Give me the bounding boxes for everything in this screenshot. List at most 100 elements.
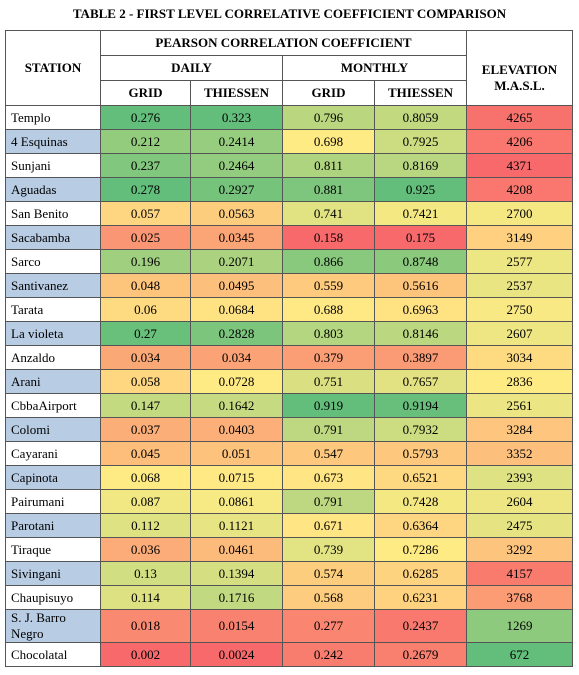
value-cell: 3768 [466,585,573,610]
value-cell: 0.2679 [374,642,467,667]
value-cell: 0.051 [190,441,283,466]
value-cell: 0.881 [282,177,375,202]
value-cell: 0.7428 [374,489,467,514]
value-cell: 0.791 [282,489,375,514]
value-cell: 0.547 [282,441,375,466]
value-cell: 0.6231 [374,585,467,610]
table-row: Tarata 0.06 0.0684 0.688 0.6963 2750 [5,297,573,322]
value-cell: 0.6285 [374,561,467,586]
table-row: CbbaAirport 0.147 0.1642 0.919 0.9194 2561 [5,393,573,418]
table-title: TABLE 2 - FIRST LEVEL CORRELATIVE COEFFI… [72,6,507,21]
station-cell: S. J. Barro Negro [5,609,101,643]
table-row: 4 Esquinas 0.212 0.2414 0.698 0.7925 4206 [5,129,573,154]
value-cell: 0.741 [282,201,375,226]
header-cell: GRID [100,80,191,106]
value-cell: 672 [466,642,573,667]
value-cell: 2475 [466,513,573,538]
table-body: Templo 0.276 0.323 0.796 0.8059 4265 4 Esquina… [5,105,573,667]
station-cell: Chaupisuyo [5,585,101,610]
station-cell: Pairumani [5,489,101,514]
value-cell: 0.114 [100,585,191,610]
value-cell: 0.791 [282,417,375,442]
value-cell: 3034 [466,345,573,370]
value-cell: 0.323 [190,105,283,130]
value-cell: 0.0563 [190,201,283,226]
station-cell: Tarata [5,297,101,322]
station-cell: Cayarani [5,441,101,466]
table-row: Chocolatal 0.002 0.0024 0.242 0.2679 672 [5,642,573,667]
value-cell: 0.7925 [374,129,467,154]
value-cell: 0.158 [282,225,375,250]
value-cell: 0.06 [100,297,191,322]
value-cell: 0.242 [282,642,375,667]
station-cell: Sivingani [5,561,101,586]
value-cell: 0.0345 [190,225,283,250]
table-row: Templo 0.276 0.323 0.796 0.8059 4265 [5,105,573,130]
value-cell: 0.0684 [190,297,283,322]
value-cell: 0.278 [100,177,191,202]
value-cell: 0.559 [282,273,375,298]
value-cell: 0.018 [100,609,191,643]
value-cell: 2607 [466,321,573,346]
value-cell: 0.5793 [374,441,467,466]
station-cell: Colomi [5,417,101,442]
value-cell: 0.8748 [374,249,467,274]
value-cell: 0.7286 [374,537,467,562]
value-cell: 0.739 [282,537,375,562]
header-cell: ELEVATION M.A.S.L. [466,30,573,106]
value-cell: 3284 [466,417,573,442]
value-cell: 0.8059 [374,105,467,130]
value-cell: 0.803 [282,321,375,346]
value-cell: 0.057 [100,201,191,226]
value-cell: 0.0461 [190,537,283,562]
value-cell: 0.2071 [190,249,283,274]
station-cell: 4 Esquinas [5,129,101,154]
table-row: S. J. Barro Negro 0.018 0.0154 0.277 0.2437 1… [5,609,573,643]
value-cell: 0.6521 [374,465,467,490]
station-cell: Capinota [5,465,101,490]
table-row: Colomi 0.037 0.0403 0.791 0.7932 3284 [5,417,573,442]
value-cell: 0.3897 [374,345,467,370]
station-cell: Anzaldo [5,345,101,370]
value-cell: 0.2414 [190,129,283,154]
value-cell: 0.2464 [190,153,283,178]
table-row: Aguadas 0.278 0.2927 0.881 0.925 4208 [5,177,573,202]
table-row: La violeta 0.27 0.2828 0.803 0.8146 2607 [5,321,573,346]
value-cell: 0.5616 [374,273,467,298]
table-row: Sarco 0.196 0.2071 0.866 0.8748 2577 [5,249,573,274]
value-cell: 2750 [466,297,573,322]
value-cell: 0.276 [100,105,191,130]
value-cell: 2604 [466,489,573,514]
value-cell: 2836 [466,369,573,394]
value-cell: 0.0715 [190,465,283,490]
table-row: Capinota 0.068 0.0715 0.673 0.6521 2393 [5,465,573,490]
value-cell: 0.1642 [190,393,283,418]
value-cell: 0.2828 [190,321,283,346]
value-cell: 0.0495 [190,273,283,298]
value-cell: 0.237 [100,153,191,178]
table-row: Tiraque 0.036 0.0461 0.739 0.7286 3292 [5,537,573,562]
station-cell: San Benito [5,201,101,226]
value-cell: 0.751 [282,369,375,394]
station-cell: Chocolatal [5,642,101,667]
value-cell: 0.27 [100,321,191,346]
value-cell: 4371 [466,153,573,178]
value-cell: 0.688 [282,297,375,322]
value-cell: 4157 [466,561,573,586]
header-cell: DAILY [100,55,283,81]
table-row: San Benito 0.057 0.0563 0.741 0.7421 2700 [5,201,573,226]
value-cell: 4206 [466,129,573,154]
value-cell: 0.13 [100,561,191,586]
station-cell: Templo [5,105,101,130]
value-cell: 0.175 [374,225,467,250]
header-cell: MONTHLY [282,55,467,81]
value-cell: 0.0728 [190,369,283,394]
value-cell: 0.025 [100,225,191,250]
value-cell: 0.6364 [374,513,467,538]
table-row: Arani 0.058 0.0728 0.751 0.7657 2836 [5,369,573,394]
header-cell: THIESSEN [374,80,467,106]
value-cell: 0.087 [100,489,191,514]
value-cell: 1269 [466,609,573,643]
value-cell: 0.568 [282,585,375,610]
station-cell: La violeta [5,321,101,346]
